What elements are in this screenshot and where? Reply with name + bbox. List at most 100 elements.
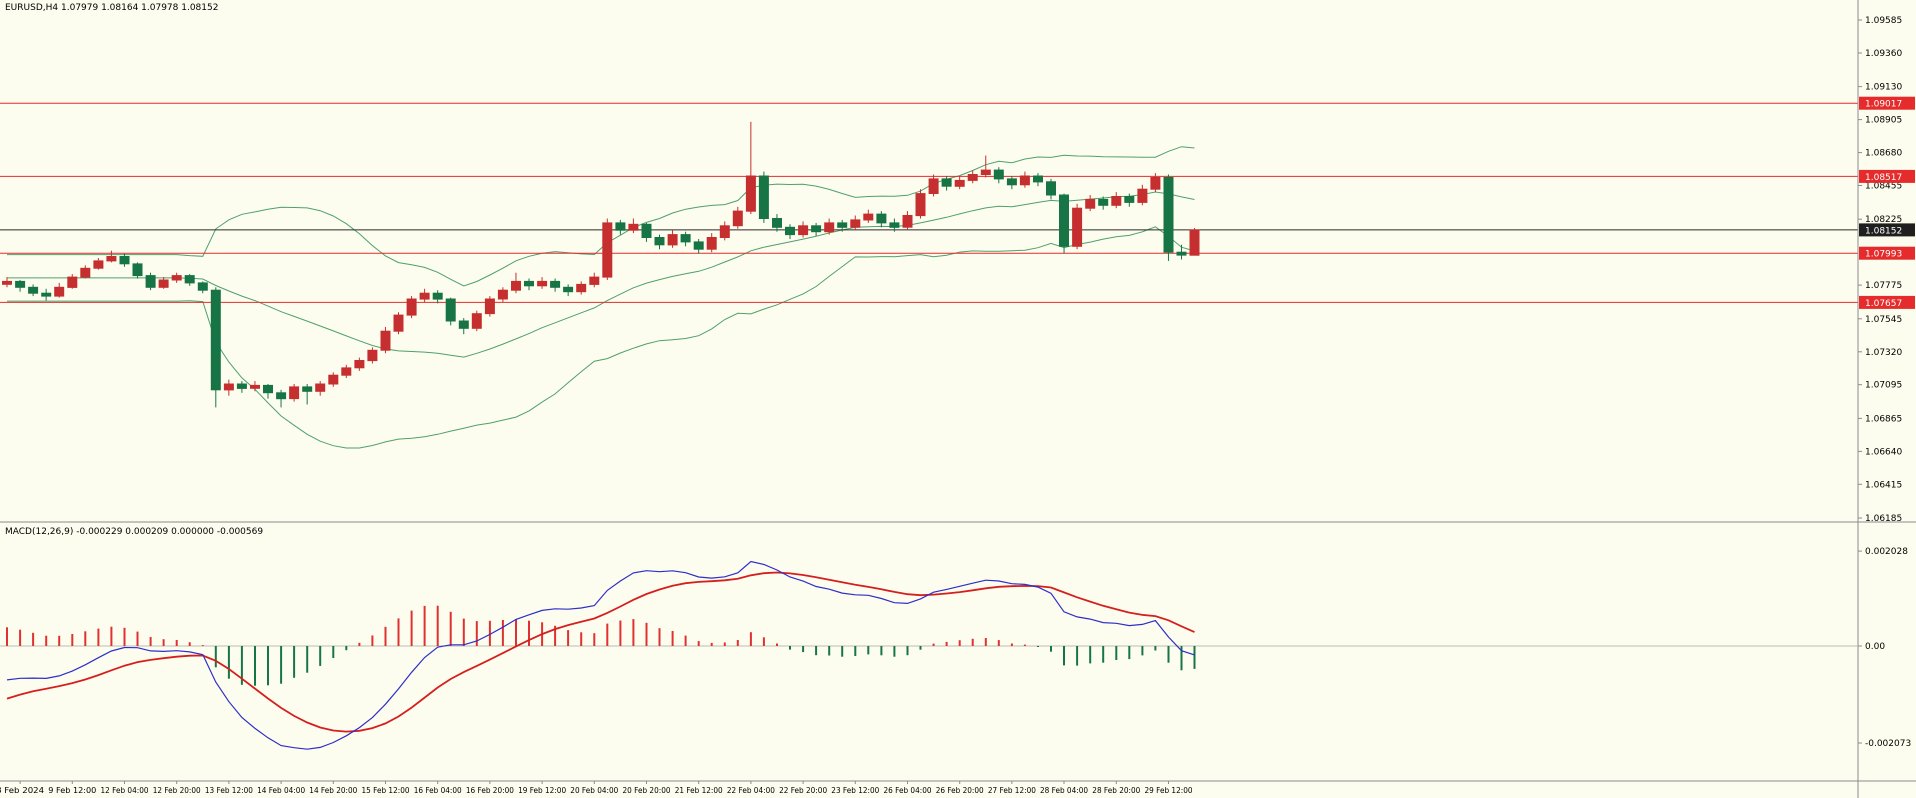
candle-body <box>667 234 678 246</box>
candle-body <box>184 275 195 284</box>
candle-body <box>1046 181 1056 196</box>
bollinger-middle-line <box>7 191 1195 358</box>
candle-body <box>1059 194 1069 247</box>
price-tag <box>1859 246 1915 260</box>
candle-body <box>511 280 521 291</box>
time-axis-label: 12 Feb 04:00 <box>101 786 149 795</box>
candle-body <box>67 276 78 288</box>
macd-signal-line <box>6 571 1195 733</box>
price-tag-label: 1.09017 <box>1865 100 1902 110</box>
time-axis-label: 27 Feb 12:00 <box>988 786 1036 795</box>
bollinger-bands <box>7 146 1195 449</box>
price-axis-label: 1.06640 <box>1865 447 1902 457</box>
candle-body <box>132 263 143 277</box>
candle-body <box>615 222 626 231</box>
candle-body <box>550 280 561 288</box>
price-tag <box>1859 96 1915 110</box>
time-axis-label: 14 Feb 04:00 <box>257 786 305 795</box>
candle-body <box>445 298 456 322</box>
candle-body <box>993 169 1004 180</box>
candle-body <box>302 386 313 392</box>
price-axis-label: 1.08905 <box>1865 116 1902 126</box>
candle-body <box>967 174 978 181</box>
macd-panel <box>0 560 1858 750</box>
bollinger-upper-line <box>7 146 1195 287</box>
candle-body <box>276 392 287 400</box>
time-axis-label: 20 Feb 20:00 <box>623 786 671 795</box>
candle-body <box>745 175 756 212</box>
candle-body <box>1006 178 1017 186</box>
candle-body <box>197 282 208 291</box>
time-axis-label: 13 Feb 12:00 <box>205 786 253 795</box>
candle-body <box>1150 177 1161 190</box>
price-axis-label: 1.08455 <box>1865 182 1902 192</box>
price-axis-label: 1.09130 <box>1865 83 1902 93</box>
candle-body <box>341 367 352 376</box>
candle-body <box>1111 196 1122 206</box>
candle-body <box>576 283 587 293</box>
price-axis-label: 1.09585 <box>1865 16 1902 26</box>
price-levels <box>0 102 1858 303</box>
price-tag-label: 1.08517 <box>1865 173 1902 183</box>
candle-body <box>1072 207 1083 247</box>
candle-body <box>145 275 156 288</box>
time-axis-label: 8 Feb 2024 <box>0 786 44 795</box>
candle-body <box>589 276 600 285</box>
candle-body <box>980 169 991 176</box>
candle-body <box>772 218 782 228</box>
time-axis-label: 29 Feb 12:00 <box>1145 786 1193 795</box>
candle-body <box>1189 229 1200 256</box>
candle-body <box>419 292 430 300</box>
macd-axis-label: 0.00 <box>1865 642 1885 652</box>
price-axis-label: 1.07320 <box>1865 348 1902 358</box>
candle-body <box>497 289 508 300</box>
candle-body <box>1098 198 1109 206</box>
candle-body <box>1085 198 1096 209</box>
candle-body <box>93 260 104 269</box>
candle-body <box>798 225 809 236</box>
time-axis-label: 16 Feb 04:00 <box>414 786 462 795</box>
candle-body <box>106 256 117 262</box>
price-tag-label: 1.07993 <box>1865 250 1902 260</box>
macd-indicator-readout: MACD(12,26,9) -0.000229 0.000209 0.00000… <box>5 527 263 538</box>
time-axis-label: 16 Feb 20:00 <box>466 786 514 795</box>
candle-body <box>406 298 417 316</box>
candle-body <box>824 222 835 233</box>
candle-body <box>602 222 613 278</box>
candle-body <box>837 222 848 228</box>
candle-body <box>263 384 273 394</box>
candle-body <box>915 193 926 217</box>
price-axis-label: 1.07095 <box>1865 381 1902 391</box>
candle-body <box>863 213 874 221</box>
candle-body <box>119 256 130 265</box>
price-axis-label: 1.06865 <box>1865 414 1902 424</box>
time-axis-label: 26 Feb 20:00 <box>936 786 984 795</box>
candle-body <box>484 298 495 315</box>
candle-body <box>458 320 469 329</box>
candle-body <box>80 267 91 278</box>
candle-body <box>210 289 221 391</box>
candle-body <box>758 175 769 219</box>
candle-body <box>524 280 534 287</box>
time-axis-label: 26 Feb 04:00 <box>884 786 932 795</box>
candle-body <box>941 178 952 187</box>
candle-body <box>876 213 887 224</box>
candle-body <box>380 330 391 351</box>
time-axis-label: 12 Feb 20:00 <box>153 786 201 795</box>
candle-body <box>367 349 378 362</box>
candle-body <box>889 222 900 228</box>
price-axis-label: 1.08680 <box>1865 149 1902 159</box>
time-axis-label: 19 Feb 12:00 <box>518 786 566 795</box>
candle-body <box>785 226 795 236</box>
macd-axis-label: -0.002073 <box>1865 739 1911 749</box>
candle-body <box>563 286 574 293</box>
time-axis-label: 20 Feb 04:00 <box>570 786 618 795</box>
price-tag-label: 1.07657 <box>1865 299 1902 309</box>
price-axis-label: 1.06415 <box>1865 480 1902 490</box>
candle-body <box>236 383 247 389</box>
price-axis: 1.09585 1.09360 1.09130 1.08905 1.08680 1.084… <box>1858 16 1902 524</box>
candle-body <box>1176 251 1187 256</box>
symbol-ohlc-readout: EURUSD,H4 1.07979 1.08164 1.07978 1.0815… <box>5 3 218 14</box>
bollinger-lower-line <box>7 226 1195 449</box>
